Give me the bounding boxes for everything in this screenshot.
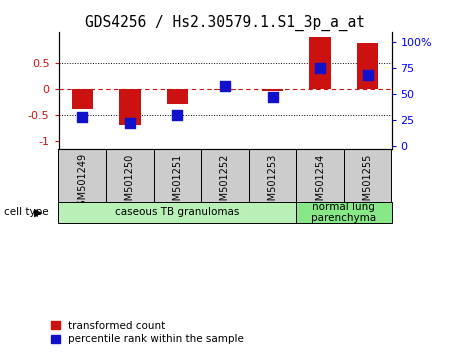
Text: GSM501255: GSM501255 <box>363 153 373 213</box>
Text: GSM501253: GSM501253 <box>268 153 278 213</box>
Point <box>79 114 86 120</box>
Bar <box>297 202 392 223</box>
Text: GSM501250: GSM501250 <box>125 153 135 213</box>
Point <box>364 73 371 78</box>
Point <box>221 83 229 89</box>
Text: GSM501252: GSM501252 <box>220 153 230 213</box>
Bar <box>72 89 93 109</box>
Legend: transformed count, percentile rank within the sample: transformed count, percentile rank withi… <box>50 320 245 345</box>
Bar <box>262 89 284 91</box>
Bar <box>58 149 106 202</box>
Bar <box>249 149 297 202</box>
Title: GDS4256 / Hs2.30579.1.S1_3p_a_at: GDS4256 / Hs2.30579.1.S1_3p_a_at <box>85 14 365 30</box>
Text: normal lung
parenchyma: normal lung parenchyma <box>311 202 377 223</box>
Text: caseous TB granulomas: caseous TB granulomas <box>115 207 239 217</box>
Text: GSM501249: GSM501249 <box>77 153 87 212</box>
Bar <box>344 149 392 202</box>
Bar <box>119 89 140 125</box>
Bar <box>297 149 344 202</box>
Text: cell type: cell type <box>4 207 49 217</box>
Bar <box>106 149 153 202</box>
Bar <box>357 43 378 89</box>
Point <box>316 65 324 71</box>
Bar <box>201 149 249 202</box>
Text: GSM501251: GSM501251 <box>172 153 182 213</box>
Bar <box>214 89 236 90</box>
Text: GSM501254: GSM501254 <box>315 153 325 213</box>
Bar <box>153 149 201 202</box>
Bar <box>58 202 297 223</box>
Bar <box>166 89 188 104</box>
Point <box>174 112 181 118</box>
Point <box>126 120 134 126</box>
Bar <box>310 37 331 89</box>
Text: ▶: ▶ <box>34 207 42 217</box>
Point <box>269 95 276 100</box>
